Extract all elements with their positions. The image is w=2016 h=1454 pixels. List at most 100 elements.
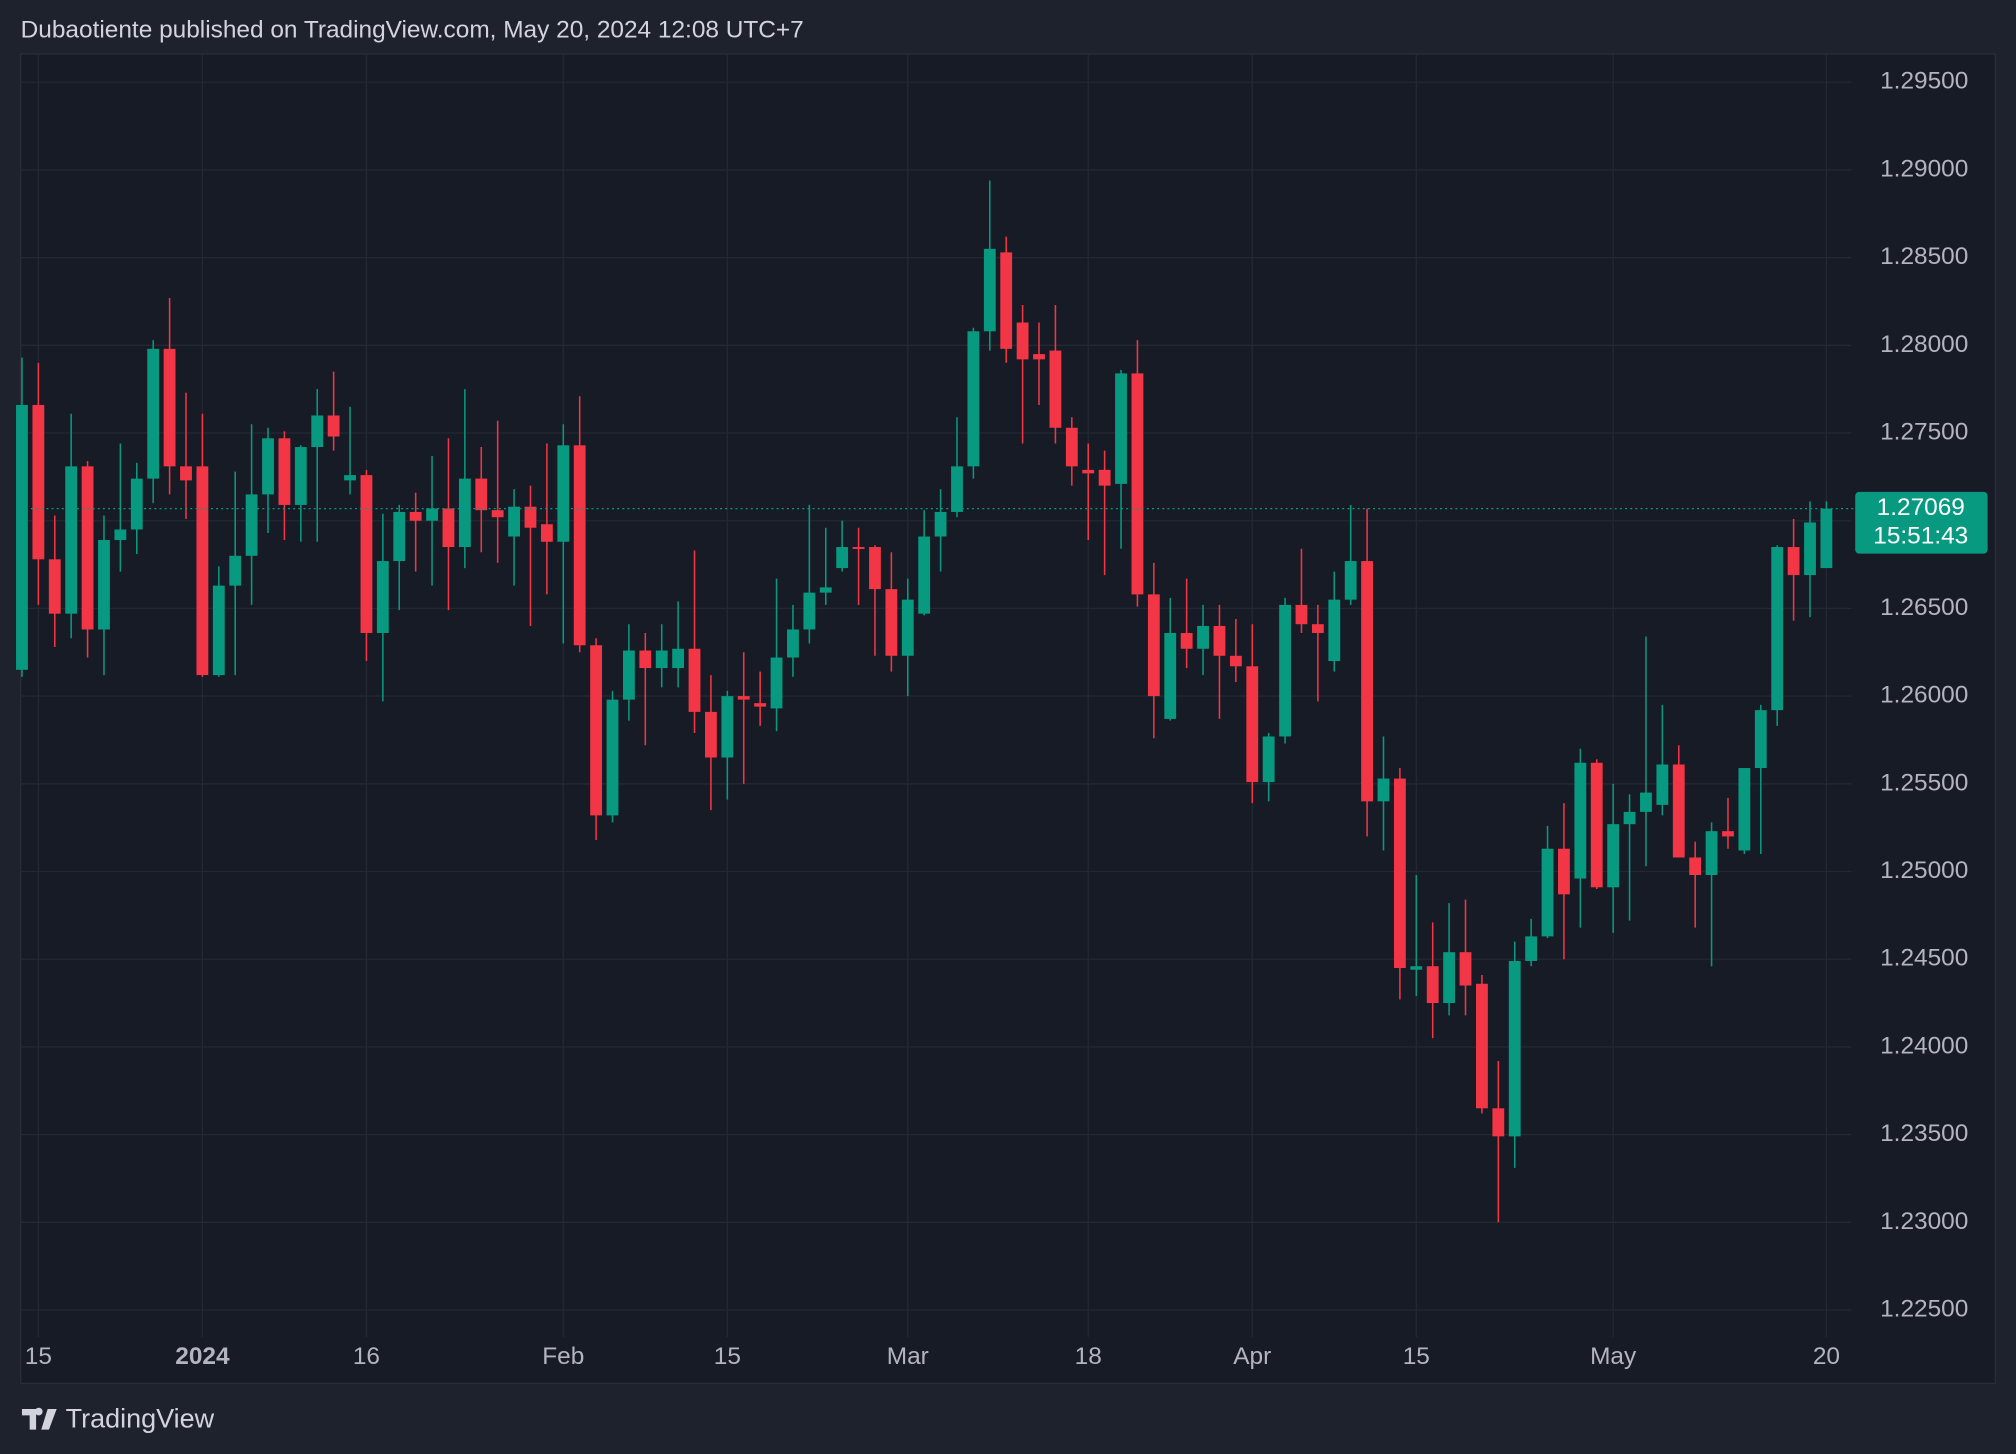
candle-body [1689,857,1702,876]
candle-body [787,629,799,658]
candle-body [869,547,881,590]
candle-body [327,415,340,437]
candle-body [376,561,389,633]
candle-body [721,696,734,758]
candle-body [983,248,996,332]
candle-body [524,506,537,528]
candle-body [885,589,898,656]
candle-body [212,585,225,676]
y-tick-label: 1.29500 [1880,68,1968,95]
candle-body [1640,792,1652,812]
candle-body [1754,710,1767,769]
candle-body [1082,469,1095,474]
candle-body [1049,350,1062,428]
candle-body [1213,625,1226,656]
x-tick-label: 15 [1403,1343,1430,1370]
y-tick-label: 1.23000 [1880,1208,1968,1235]
candle-body [1311,624,1324,633]
candle-body [32,404,45,560]
candle-body [196,466,209,676]
candle-body [16,404,28,670]
candle-body [98,540,110,630]
candle-body [1262,736,1275,783]
candle-body [1508,960,1521,1137]
candle-body [1558,848,1570,895]
y-tick-label: 1.22500 [1880,1295,1968,1322]
candle-body [901,599,914,656]
candle-body [672,648,685,669]
last-price-label: 1.27069 [1877,494,1965,521]
candle-body [360,475,373,633]
candle-body [491,510,504,518]
candle-body [1787,547,1800,576]
candle-body [180,466,192,481]
candle-body [836,547,849,569]
candle-body [1246,666,1259,783]
candle-body [294,447,307,505]
candle-body [688,648,701,712]
y-tick-label: 1.26500 [1880,594,1968,621]
candle-body [1771,547,1784,711]
y-tick-label: 1.25500 [1880,769,1968,796]
candle-body [1525,936,1538,961]
y-tick-label: 1.26000 [1880,682,1968,709]
candle-body [573,445,586,646]
candle-body [262,438,274,495]
candle-body [1147,594,1160,697]
candle-body [1000,252,1013,349]
x-tick-label: 16 [353,1343,380,1370]
candle-body [655,650,668,669]
candle-body [540,524,553,542]
candle-body [1623,811,1636,825]
publish-header: Dubaotiente published on TradingView.com… [21,16,804,43]
candle-body [311,415,324,448]
candle-body [606,699,619,816]
tradingview-logo [21,1407,57,1430]
candle-body [1229,655,1242,667]
candle-body [1705,831,1718,876]
candle-body [1722,831,1734,837]
candle-body [639,650,652,669]
candle-body [622,650,635,700]
last-price-badge [1855,491,1988,554]
x-tick-label: 15 [714,1343,741,1370]
candle-body [278,438,291,505]
x-tick-label: 20 [1813,1343,1840,1370]
x-tick-label: May [1590,1343,1637,1370]
y-tick-label: 1.29000 [1880,155,1968,182]
candle-body [1361,561,1374,802]
x-tick-label: 18 [1075,1343,1102,1370]
y-tick-label: 1.24500 [1880,945,1968,972]
candle-body [1672,764,1685,858]
candle-body [1393,778,1406,968]
x-tick-label: Mar [887,1343,929,1370]
candle-body [918,536,931,614]
candle-body [557,445,570,542]
candle-body [951,466,963,512]
candle-body [934,511,947,537]
candle-body [1295,604,1308,625]
footer-brand: TradingView [66,1404,215,1434]
candle-body [1607,824,1620,888]
x-tick-label: Feb [542,1343,584,1370]
candle-body [1574,762,1587,879]
candle-body [705,711,717,758]
candle-body [1180,632,1193,649]
candle-body [1738,768,1751,851]
candle-body [1476,983,1488,1109]
candle-body [590,645,603,816]
candle-body [114,529,127,541]
x-tick-label: 15 [25,1343,52,1370]
candle-body [245,494,258,556]
candle-body [1197,625,1209,649]
candle-body [770,657,783,709]
candle-body [475,478,488,511]
candle-body [1492,1108,1505,1137]
candle-body [229,555,242,586]
candle-body [163,348,176,467]
candle-body [1098,469,1111,486]
x-tick-label: 2024 [175,1343,230,1370]
candle-body [1131,373,1144,595]
